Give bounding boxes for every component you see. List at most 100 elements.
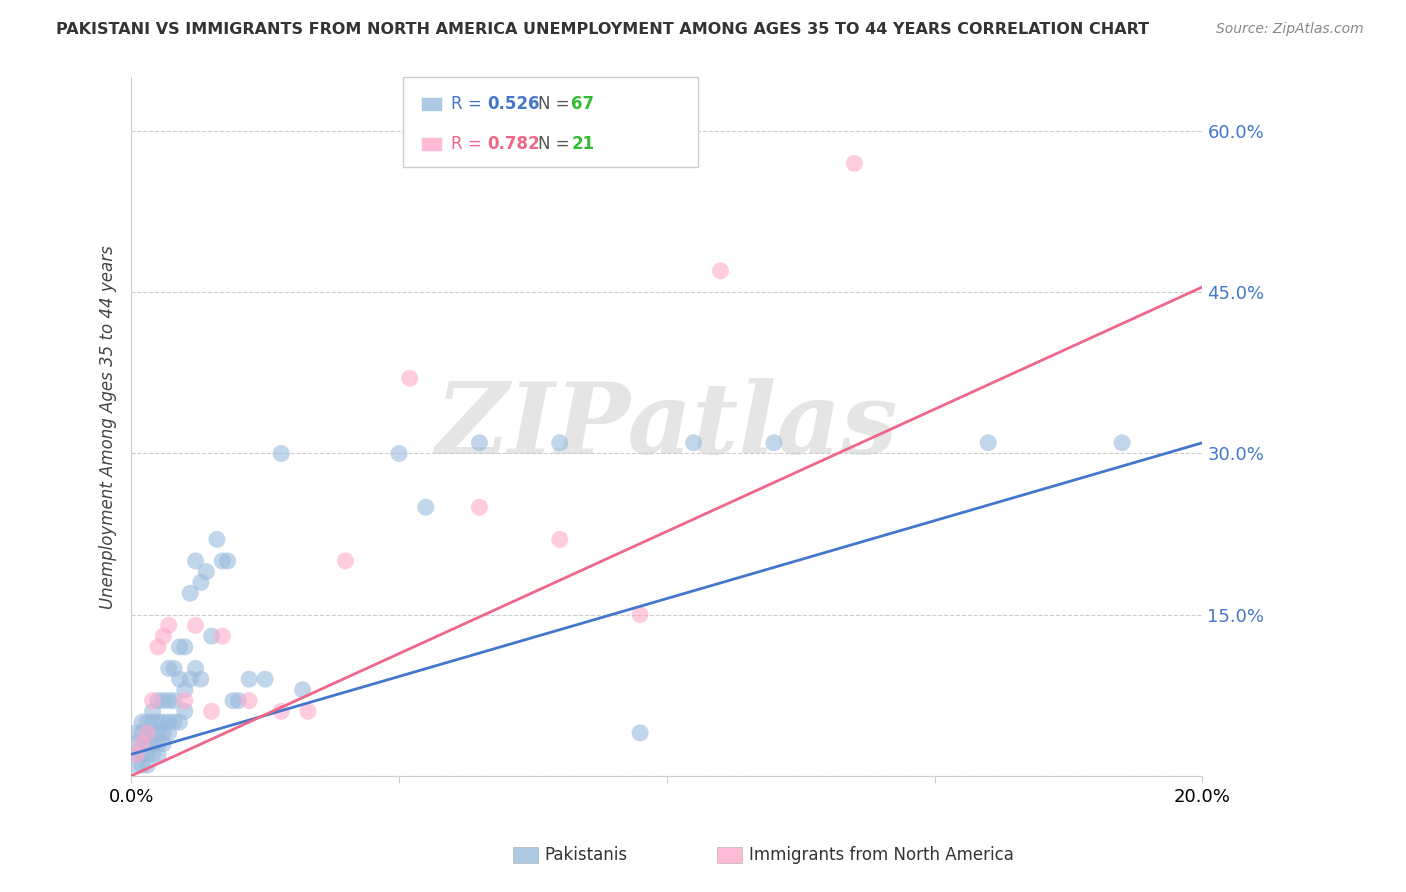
Point xyxy=(200,704,222,718)
Point xyxy=(125,747,148,762)
Text: N =: N = xyxy=(537,95,575,113)
Y-axis label: Unemployment Among Ages 35 to 44 years: Unemployment Among Ages 35 to 44 years xyxy=(100,244,117,608)
Point xyxy=(146,726,169,740)
Point xyxy=(200,629,222,643)
Point xyxy=(142,737,165,751)
Point xyxy=(136,726,159,740)
Point xyxy=(142,726,165,740)
Point xyxy=(131,737,153,751)
Point xyxy=(682,435,704,450)
Point xyxy=(169,640,191,654)
Point xyxy=(388,446,411,460)
Point xyxy=(179,672,201,686)
Point xyxy=(169,672,191,686)
Point xyxy=(468,500,491,515)
Point xyxy=(136,737,159,751)
Point xyxy=(142,704,165,718)
Point xyxy=(291,682,314,697)
Point xyxy=(131,726,153,740)
Point xyxy=(136,758,159,772)
Point xyxy=(238,672,260,686)
Point xyxy=(125,747,148,762)
Point xyxy=(195,565,218,579)
Point xyxy=(415,500,437,515)
Point xyxy=(548,435,571,450)
Point xyxy=(270,704,292,718)
Text: PAKISTANI VS IMMIGRANTS FROM NORTH AMERICA UNEMPLOYMENT AMONG AGES 35 TO 44 YEAR: PAKISTANI VS IMMIGRANTS FROM NORTH AMERI… xyxy=(56,22,1149,37)
Point xyxy=(844,156,866,170)
Point xyxy=(146,737,169,751)
Text: 21: 21 xyxy=(571,135,595,153)
Point xyxy=(146,715,169,730)
Point xyxy=(254,672,277,686)
Point xyxy=(131,715,153,730)
Point xyxy=(142,715,165,730)
Point xyxy=(125,758,148,772)
Point xyxy=(157,661,180,675)
Point xyxy=(238,693,260,707)
Point xyxy=(184,618,207,632)
Point xyxy=(157,715,180,730)
Point xyxy=(184,661,207,675)
Point xyxy=(163,715,186,730)
Point xyxy=(125,737,148,751)
Point xyxy=(977,435,1000,450)
Point xyxy=(335,554,357,568)
Text: R =: R = xyxy=(450,135,486,153)
Point xyxy=(184,554,207,568)
Text: 0.526: 0.526 xyxy=(486,95,540,113)
Point xyxy=(131,747,153,762)
Point xyxy=(190,575,212,590)
Point xyxy=(157,726,180,740)
Point xyxy=(173,693,195,707)
Point xyxy=(205,533,228,547)
Point xyxy=(131,737,153,751)
Point xyxy=(152,726,174,740)
Text: Immigrants from North America: Immigrants from North America xyxy=(749,846,1014,863)
Point xyxy=(152,693,174,707)
Point xyxy=(157,618,180,632)
Text: N =: N = xyxy=(537,135,575,153)
Point xyxy=(146,640,169,654)
Point xyxy=(398,371,420,385)
Point xyxy=(297,704,319,718)
Point xyxy=(270,446,292,460)
Point xyxy=(709,264,731,278)
Point xyxy=(131,758,153,772)
Point xyxy=(222,693,245,707)
Point xyxy=(762,435,785,450)
Point xyxy=(136,715,159,730)
Point xyxy=(142,693,165,707)
Text: Source: ZipAtlas.com: Source: ZipAtlas.com xyxy=(1216,22,1364,37)
Point xyxy=(136,726,159,740)
Point xyxy=(125,726,148,740)
Point xyxy=(136,747,159,762)
Point xyxy=(628,607,651,622)
Point xyxy=(1111,435,1133,450)
Point xyxy=(152,737,174,751)
Text: R =: R = xyxy=(450,95,486,113)
Text: 67: 67 xyxy=(571,95,595,113)
Text: 0.782: 0.782 xyxy=(486,135,540,153)
Point xyxy=(468,435,491,450)
Point xyxy=(628,726,651,740)
Point xyxy=(173,640,195,654)
Point xyxy=(163,693,186,707)
Point xyxy=(190,672,212,686)
Point xyxy=(152,629,174,643)
Point xyxy=(146,747,169,762)
Text: ZIPatlas: ZIPatlas xyxy=(436,378,898,475)
Point xyxy=(211,629,233,643)
Point xyxy=(217,554,239,568)
Point xyxy=(142,747,165,762)
Point xyxy=(548,533,571,547)
Point xyxy=(152,715,174,730)
Point xyxy=(169,715,191,730)
Point xyxy=(157,693,180,707)
Point xyxy=(146,693,169,707)
Point xyxy=(211,554,233,568)
Point xyxy=(163,661,186,675)
Point xyxy=(173,704,195,718)
Text: Pakistanis: Pakistanis xyxy=(544,846,627,863)
Point xyxy=(228,693,250,707)
